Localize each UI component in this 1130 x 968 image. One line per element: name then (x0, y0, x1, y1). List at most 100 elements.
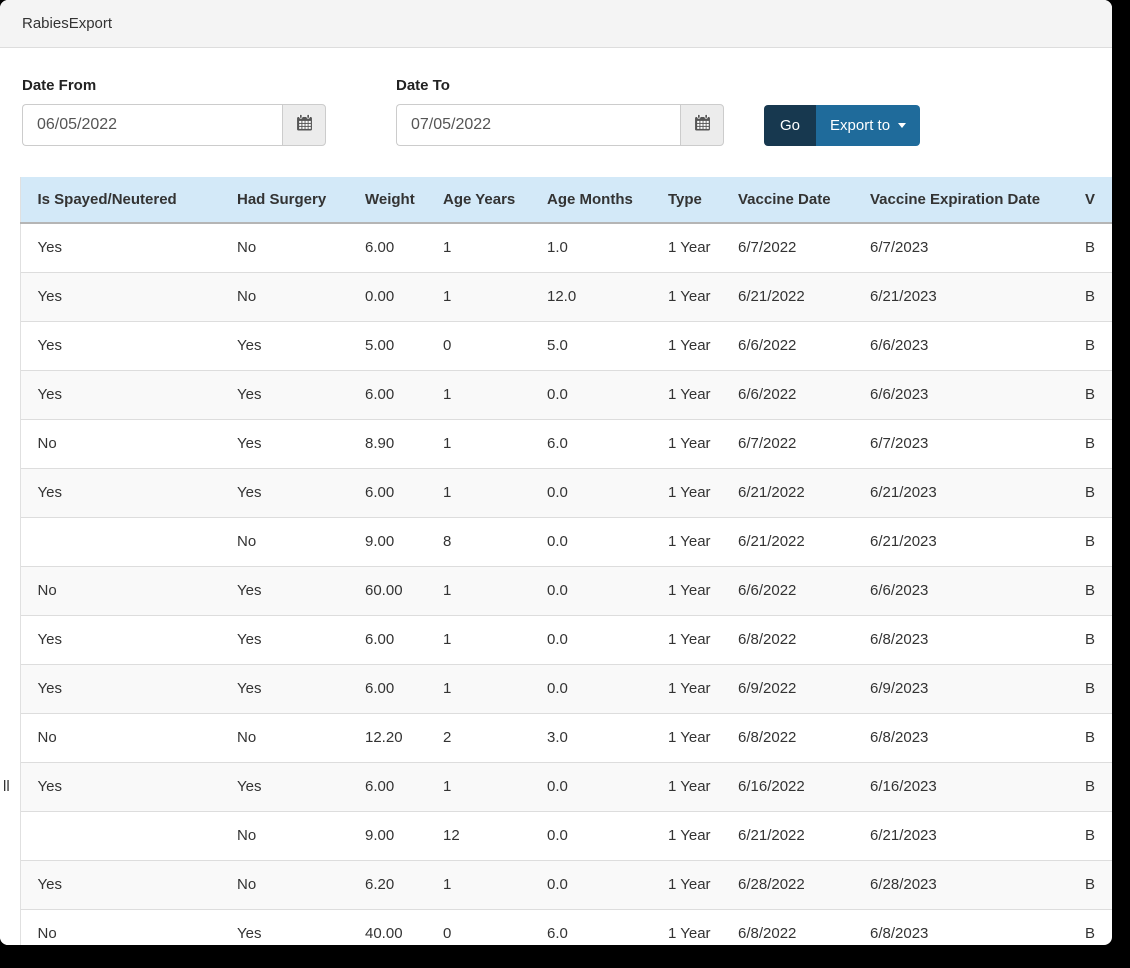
table-cell: 6/28/2023 (855, 860, 1065, 910)
table-cell: 1 (435, 566, 535, 616)
table-cell: ll (0, 762, 21, 812)
app-window: RabiesExport Date From (0, 0, 1112, 945)
table-row: No 9.00 8 0.0 1 Year 6/21/2022 6/21/2023 B (0, 517, 1112, 567)
table-cell: 0.0 (535, 615, 655, 665)
table-cell: 6/21/2022 (725, 517, 855, 567)
column-header: Is Spayed/Neutered (20, 177, 225, 224)
table-cell (0, 664, 21, 714)
table-cell: B (1065, 909, 1112, 945)
panel-header: RabiesExport (0, 0, 1112, 48)
table-cell: 6.0 (535, 909, 655, 945)
column-header: V (1065, 177, 1112, 224)
table-cell: 6/6/2022 (725, 370, 855, 420)
table-cell: 6/21/2022 (725, 468, 855, 518)
table-cell: 0 (435, 909, 535, 945)
table-cell: Yes (225, 468, 355, 518)
table-cell: 2 (435, 713, 535, 763)
date-from-input-group (22, 104, 326, 146)
table-cell: 6.00 (355, 762, 435, 812)
table-cell: 12.0 (535, 272, 655, 322)
table-cell: B (1065, 517, 1112, 567)
rabies-export-table: Is Spayed/Neutered Had Surgery Weight Age Y… (0, 177, 1112, 945)
table-cell: 1 (435, 664, 535, 714)
table-cell: Yes (20, 762, 225, 812)
table-cell: 6.00 (355, 664, 435, 714)
date-from-field: Date From (22, 77, 326, 146)
table-cell: B (1065, 468, 1112, 518)
table-cell: Yes (37, 239, 62, 256)
table-cell: 6/9/2022 (725, 664, 855, 714)
table-cell: 6/7/2023 (870, 239, 929, 256)
table-cell: 6/21/2023 (855, 272, 1065, 322)
table-cell: B (1065, 664, 1112, 714)
table-cell: No (225, 860, 355, 910)
date-to-label: Date To (396, 77, 450, 94)
table-cell: 0.0 (535, 468, 655, 518)
table-body: Yes No 6.00 1 1.0 1 Year 6/7/2022 6/7/2023 B Yes N… (0, 223, 1112, 945)
table-cell: Yes (225, 615, 355, 665)
table-cell: 1 (435, 762, 535, 812)
table-cell: 6/8/2022 (725, 713, 855, 763)
table-cell: 0.0 (535, 566, 655, 616)
table-cell: B (1065, 370, 1112, 420)
table-cell: 6/28/2022 (725, 860, 855, 910)
table-cell: Yes (225, 664, 355, 714)
table-cell: B (1065, 615, 1112, 665)
table-cell (0, 615, 21, 665)
table-cell: No (20, 419, 225, 469)
table-cell: Yes (20, 272, 225, 322)
table-cell (0, 321, 21, 371)
table-row: Yes No 0.00 1 12.0 1 Year 6/21/2022 6/21/2023 B (0, 272, 1112, 322)
table-row: Yes Yes 6.00 1 0.0 1 Year 6/8/2022 6/8/2023 B (0, 615, 1112, 665)
table-cell (0, 370, 21, 420)
column-header: Had Surgery (225, 177, 355, 224)
table-cell: 6/16/2022 (725, 762, 855, 812)
table-cell: 5.00 (355, 321, 435, 371)
table-cell: 6/8/2023 (855, 615, 1065, 665)
table-cell: B (1065, 811, 1112, 861)
table-cell: 1 Year (655, 615, 725, 665)
table-cell: 1 Year (655, 811, 725, 861)
date-to-input[interactable] (396, 104, 680, 146)
table-cell: 1 Year (655, 370, 725, 420)
table-cell: 1 Year (668, 239, 711, 256)
table-cell: 1 Year (655, 860, 725, 910)
table-cell: 1 (435, 615, 535, 665)
table-cell: 1 (435, 272, 535, 322)
table-cell: 1 (435, 419, 535, 469)
column-header: Type (655, 177, 725, 224)
table-cell: B (1065, 419, 1112, 469)
table-cell: B (1065, 272, 1112, 322)
table-cell: 3.0 (535, 713, 655, 763)
table-cell: 6.00 (355, 615, 435, 665)
table-header: Is Spayed/Neutered Had Surgery Weight Age Y… (0, 177, 1112, 224)
table-cell: 6/8/2023 (855, 713, 1065, 763)
table-cell: 6/8/2022 (725, 909, 855, 945)
table-cell: 0.0 (535, 860, 655, 910)
table-cell: 6.00 (355, 468, 435, 518)
caret-down-icon (898, 123, 907, 128)
table-cell: 6/7/2022 (738, 239, 797, 256)
table-cell: 1 (435, 468, 535, 518)
date-from-calendar-button[interactable] (282, 104, 326, 146)
table-cell: 9.00 (355, 517, 435, 567)
table-cell: 0.00 (355, 272, 435, 322)
table-cell: 12.20 (355, 713, 435, 763)
table-cell: 6/6/2023 (855, 370, 1065, 420)
table-cell: 6/8/2023 (855, 909, 1065, 945)
table-cell (20, 811, 225, 861)
table-cell: 6/7/2023 (855, 419, 1065, 469)
go-button[interactable]: Go (764, 105, 817, 146)
date-from-input[interactable] (22, 104, 282, 146)
table-cell: B (1065, 860, 1112, 910)
date-to-field: Date To (396, 77, 724, 146)
date-to-calendar-button[interactable] (680, 104, 724, 146)
table-cell: Yes (225, 762, 355, 812)
table-cell: 9.00 (355, 811, 435, 861)
column-header: Weight (355, 177, 435, 224)
table-cell: 60.00 (355, 566, 435, 616)
table-cell: Yes (20, 468, 225, 518)
export-to-dropdown-button[interactable]: Export to (816, 105, 921, 146)
table-cell: 1 Year (655, 713, 725, 763)
table-cell: 6.0 (535, 419, 655, 469)
